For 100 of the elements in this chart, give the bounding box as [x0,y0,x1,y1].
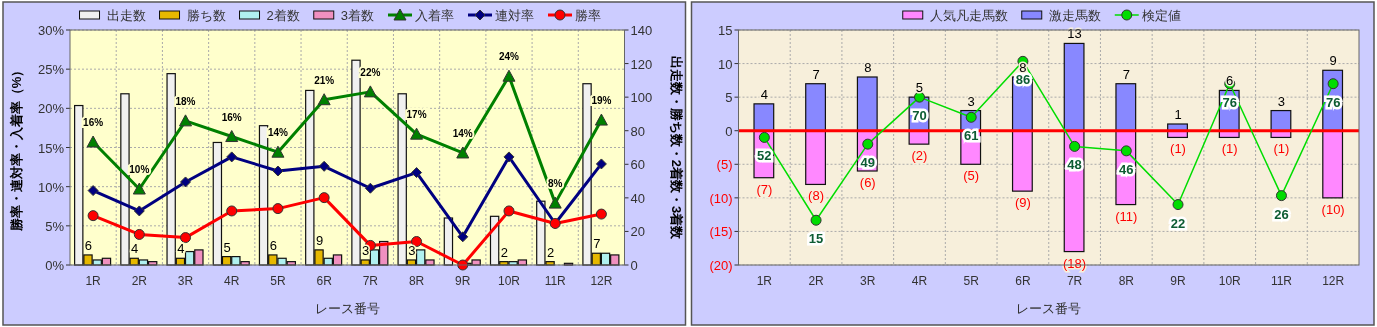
data-label: 18% [175,95,196,107]
y-tick-label: (10) [709,190,733,206]
x-tick-label: 6R [316,274,333,288]
data-label: 8 [864,60,872,75]
x-tick-label: 5R [963,274,980,288]
data-label: 2 [500,244,508,260]
legend-label: 3着数 [340,8,374,23]
data-label: 49 [860,155,876,171]
data-label: 9 [315,232,324,248]
x-tick-label: 3R [860,274,876,288]
data-label: 10% [129,164,150,176]
data-label: 4 [760,86,768,102]
x-axis-title: レース番号 [314,301,380,316]
x-tick-label: 7R [362,274,379,288]
legend-label: 人気凡走馬数 [929,8,1008,23]
y2-tick-label: 140 [630,23,653,38]
x-tick-label: 9R [1170,274,1187,288]
y-tick-label: 10 [718,56,733,72]
data-label: 9 [1329,53,1337,69]
data-label: (9) [1014,195,1031,211]
x-tick-label: 4R [911,274,928,288]
data-label: 6 [269,237,277,253]
data-label: 76 [1325,94,1341,110]
y2-tick-label: 40 [630,190,645,206]
y-tick-label: 15 [718,23,733,38]
data-label: 3 [408,242,416,258]
data-label: (1) [1170,141,1186,157]
data-label: (6) [859,175,876,190]
data-label: 4 [131,241,139,257]
data-label: 22 [1170,215,1186,231]
data-label: 7 [1122,66,1130,82]
data-label: 26 [1274,206,1289,222]
data-label: (7) [756,181,773,197]
y-tick-label: 5 [725,90,733,106]
data-label: 3 [1277,93,1286,109]
legend-label: 勝率 [574,8,601,23]
x-tick-label: 10R [1218,274,1242,288]
data-label: (10) [1321,201,1345,217]
legend-label: 出走数 [106,8,146,23]
data-label: 21% [314,74,335,86]
x-tick-label: 4R [224,274,240,288]
y2-axis-title: 出走数・勝ち数・2着数・3着数 [668,55,684,241]
legend-label: 検定値 [1141,8,1181,23]
data-label: 4 [177,241,185,257]
data-label: 14% [267,127,289,139]
y2-tick-label: 120 [630,56,653,72]
y-tick-label: 10% [37,179,65,195]
data-label: 3 [362,242,370,258]
data-label: 14% [452,127,473,139]
x-tick-label: 2R [131,274,148,288]
y-tick-label: 20% [37,101,65,117]
data-label: (18) [1063,255,1087,271]
y-tick-label: (20) [709,258,733,273]
data-label: 15 [808,231,824,247]
x-tick-label: 2R [808,274,825,288]
data-label: (5) [963,168,980,184]
data-label: 2 [546,244,555,260]
y2-tick-label: 80 [630,123,645,139]
data-label: 24% [498,51,520,63]
legend-label: 勝ち数 [186,8,226,23]
y2-tick-label: 100 [630,90,653,106]
data-label: 5 [223,239,231,255]
y-tick-label: (15) [709,224,733,240]
x-tick-label: 1R [85,274,102,288]
x-tick-label: 9R [455,274,471,288]
data-label: 70 [912,108,927,124]
data-label: (2) [911,148,928,164]
x-tick-label: 8R [408,274,425,288]
data-label: 46 [1119,161,1134,177]
y-tick-label: 0 [725,123,733,139]
y-tick-label: 0% [45,258,65,273]
legend-label: 入着率 [414,8,454,23]
data-label: (8) [808,188,825,204]
y2-tick-label: 60 [630,157,645,173]
data-label: 13 [1067,26,1082,42]
data-label: 16% [83,117,104,129]
x-tick-label: 12R [590,274,613,288]
data-label: 1 [1174,107,1182,122]
data-label: 19% [591,95,612,107]
x-tick-label: 12R [1322,274,1345,288]
x-tick-label: 6R [1015,274,1031,288]
y-tick-label: 30% [37,23,65,38]
data-label: 5 [915,80,924,96]
data-label: 61 [963,128,979,144]
data-label: (11) [1115,208,1138,224]
data-label: 16% [221,111,242,123]
y2-tick-label: 0 [630,258,638,273]
x-tick-label: 11R [1270,274,1293,288]
data-label: 7 [812,66,820,82]
x-tick-label: 11R [544,274,567,288]
data-label: 52 [757,148,772,164]
data-label: 6 [84,237,93,253]
x-tick-label: 8R [1118,274,1135,288]
x-tick-label: 3R [177,274,194,288]
y-tick-label: 25% [37,62,65,78]
y2-tick-label: 20 [630,224,645,240]
data-label: 17% [406,109,427,121]
data-label: (1) [1273,141,1290,157]
y-tick-label: (5) [716,157,733,173]
x-axis-title: レース番号 [1016,301,1082,316]
